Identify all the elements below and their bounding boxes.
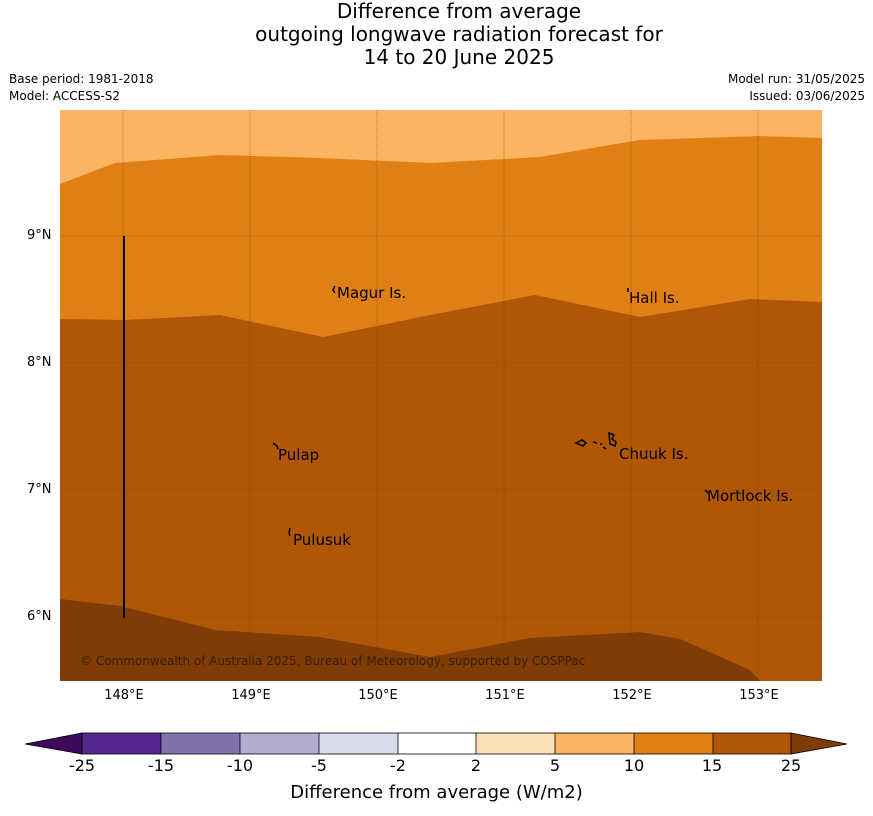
colorbar-tick-m15: -15 bbox=[147, 756, 175, 775]
place-label-magur: Magur Is. bbox=[337, 284, 407, 302]
colorbar-lower-extend bbox=[24, 732, 83, 755]
colorbar-svg bbox=[24, 732, 848, 755]
model-text: Model: ACCESS-S2 bbox=[9, 89, 121, 103]
colorbar-tick-m10: -10 bbox=[226, 756, 254, 775]
colorbar-bin-7 bbox=[555, 733, 634, 754]
model-run-text: Model run: 31/05/2025 bbox=[727, 72, 865, 86]
lat-label-7n: 7°N bbox=[27, 482, 52, 497]
colorbar-bin-3 bbox=[240, 733, 319, 754]
map-panel[interactable] bbox=[60, 110, 822, 681]
colorbar-bin-2 bbox=[161, 733, 240, 754]
colorbar-bin-8 bbox=[634, 733, 713, 754]
colorbar-tick-m2: -2 bbox=[390, 756, 406, 775]
lon-label-149e: 149°E bbox=[231, 688, 271, 703]
lon-label-151e: 151°E bbox=[485, 688, 525, 703]
band-above-25 bbox=[60, 599, 760, 681]
title-line-3: 14 to 20 June 2025 bbox=[363, 45, 555, 69]
place-label-hall: Hall Is. bbox=[629, 289, 680, 307]
colorbar-tick-25: 25 bbox=[780, 756, 802, 775]
lon-label-148e: 148°E bbox=[104, 688, 144, 703]
graticule bbox=[60, 110, 822, 681]
colorbar-tick-2: 2 bbox=[470, 756, 482, 775]
issued-text: Issued: 03/06/2025 bbox=[749, 89, 865, 103]
title-line-1: Difference from average bbox=[336, 0, 582, 23]
lat-label-9n: 9°N bbox=[27, 228, 52, 243]
map-title: Difference from average outgoing longwav… bbox=[0, 0, 873, 69]
colorbar-tick-m25: -25 bbox=[68, 756, 96, 775]
place-label-pulusuk: Pulusuk bbox=[293, 531, 351, 549]
colorbar-tick-10: 10 bbox=[623, 756, 645, 775]
colorbar-tick-5: 5 bbox=[549, 756, 561, 775]
colorbar-bin-6 bbox=[476, 733, 555, 754]
colorbar-bin-5 bbox=[398, 733, 476, 754]
place-label-mortlock: Mortlock Is. bbox=[707, 487, 794, 505]
base-period-text: Base period: 1981-2018 bbox=[9, 72, 154, 86]
colorbar-bin-9 bbox=[713, 733, 791, 754]
lon-label-152e: 152°E bbox=[612, 688, 652, 703]
colorbar-label: Difference from average (W/m2) bbox=[290, 782, 583, 803]
title-line-2: outgoing longwave radiation forecast for bbox=[255, 22, 663, 46]
colorbar-bin-1 bbox=[82, 733, 161, 754]
meta-right: Model run: 31/05/2025 Issued: 03/06/2025 bbox=[728, 71, 865, 105]
lon-label-150e: 150°E bbox=[358, 688, 398, 703]
colorbar-bin-4 bbox=[319, 733, 398, 754]
colorbar bbox=[24, 732, 850, 760]
place-label-chuuk: Chuuk Is. bbox=[619, 445, 689, 463]
band-15-25 bbox=[60, 295, 822, 681]
place-label-pulap: Pulap bbox=[278, 446, 320, 464]
copyright-credit: © Commonwealth of Australia 2025, Bureau… bbox=[80, 654, 586, 668]
lat-label-8n: 8°N bbox=[27, 355, 52, 370]
lon-label-153e: 153°E bbox=[739, 688, 779, 703]
map-canvas bbox=[60, 110, 822, 681]
colorbar-upper-extend bbox=[790, 732, 848, 755]
colorbar-tick-m5: -5 bbox=[311, 756, 327, 775]
island-outlines bbox=[272, 285, 709, 537]
meta-left: Base period: 1981-2018 Model: ACCESS-S2 bbox=[9, 71, 154, 105]
lat-label-6n: 6°N bbox=[27, 609, 52, 624]
colorbar-tick-15: 15 bbox=[701, 756, 723, 775]
